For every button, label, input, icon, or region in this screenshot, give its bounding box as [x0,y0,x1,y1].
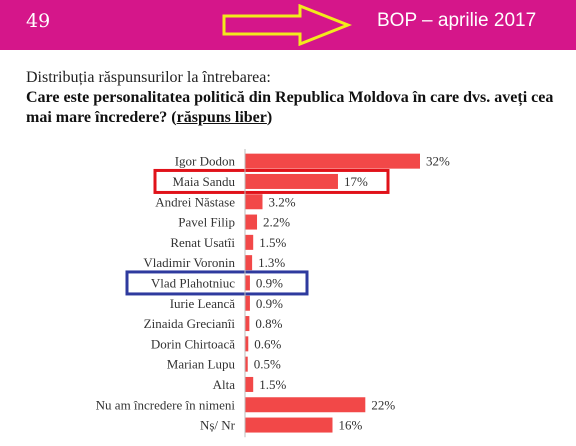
data-label: 0.9% [256,296,283,311]
highlight-box [153,168,390,194]
data-label: 1.5% [259,235,286,250]
data-label: 16% [339,418,363,433]
data-label: 2.2% [263,215,290,230]
bar [245,295,250,311]
category-label: Zinaida Grecianîi [144,316,236,331]
bar [245,275,250,291]
data-label: 3.2% [269,194,296,209]
data-label: 0.8% [255,316,282,331]
data-label: 1.3% [258,255,285,270]
category-label: Nu am încredere în nimeni [96,397,236,412]
category-label: Vladimir Voronin [143,255,235,270]
bar [245,255,253,271]
category-label: Renat Usatîi [170,235,235,250]
header-banner: 49 BOP – aprilie 2017 [0,0,576,50]
bar [245,397,366,413]
question-body: Care este personalitatea politică din Re… [26,89,554,126]
data-label: 22% [371,397,395,412]
category-label: Alta [213,377,236,392]
bar [245,417,333,433]
bar [245,316,250,332]
right-arrow-icon [222,4,352,46]
data-label: 32% [426,154,450,169]
bar [245,173,338,189]
category-label: Maia Sandu [173,174,236,189]
question-intro: Distribuția răspunsurilor la întrebarea: [26,69,271,86]
report-title: BOP – aprilie 2017 [377,10,537,31]
page-number: 49 [26,10,51,32]
bar [245,153,420,169]
bar [245,234,254,250]
bar [245,376,254,392]
category-label: Nș/ Nr [200,418,236,433]
question-text: Care este personalitatea politică din Re… [26,89,554,126]
bar [245,214,258,230]
category-label: Iurie Leancă [170,296,236,311]
highlight-box [125,270,309,296]
data-label: 1.5% [259,377,286,392]
category-label: Pavel Filip [178,215,235,230]
question-note: răspuns liber [176,109,267,126]
bar [245,356,248,372]
bar-chart: Igor Dodon 32% Maia Sandu 17% Andrei Năstase… [96,149,450,438]
data-label: 0.6% [254,336,281,351]
data-label: 0.9% [256,275,283,290]
category-label: Vlad Plahotniuc [151,275,235,290]
category-label: Dorin Chirtoacă [151,336,235,351]
category-label: Marian Lupu [167,357,236,372]
category-label: Igor Dodon [175,154,236,169]
category-label: Andrei Năstase [155,194,235,209]
data-label: 17% [344,174,368,189]
bar [245,194,263,210]
bar [245,336,249,352]
data-label: 0.5% [254,357,281,372]
